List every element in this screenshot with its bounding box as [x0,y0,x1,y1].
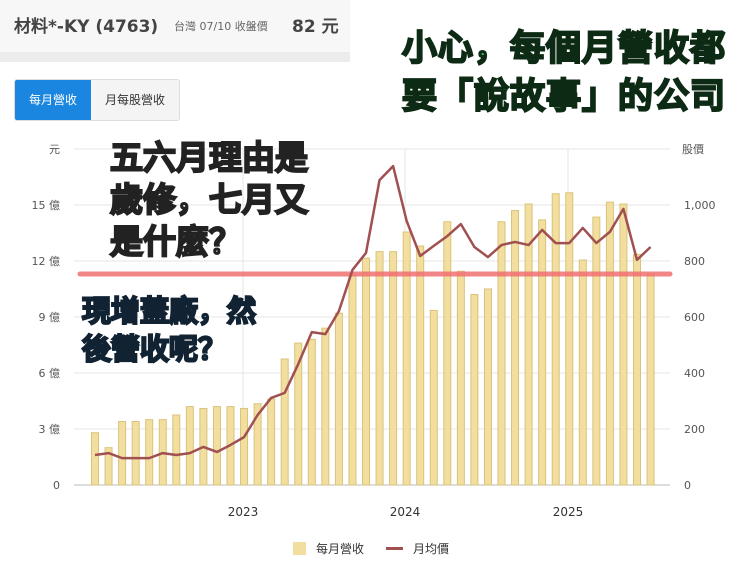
annotation-line: 五六月理由是 [109,137,309,178]
revenue-bar[interactable] [646,273,655,486]
revenue-bar[interactable] [185,406,194,486]
legend-revenue[interactable]: 每月營收 [316,542,365,556]
revenue-bar[interactable] [334,312,343,486]
revenue-bar[interactable] [470,294,479,486]
price-line[interactable] [94,164,652,460]
left-axis-tick: 6 億 [39,367,61,380]
revenue-bar[interactable] [497,221,506,486]
left-axis-tick: 9 億 [39,311,61,324]
right-axis-tick: 0 [684,479,691,492]
revenue-bar[interactable] [280,358,289,486]
x-axis-year-label: 2024 [390,505,421,519]
revenue-bar[interactable] [443,221,452,486]
revenue-bar[interactable] [104,447,113,486]
left-axis-unit: 元 [49,143,60,156]
right-axis-tick: 1,000 [684,199,716,212]
annotation-new-plant: 現增蓋廠，然 後營收呢？ [81,292,257,368]
annotation-line: 後營收呢？ [81,331,228,367]
revenue-bar[interactable] [253,403,262,486]
right-axis-label: 股價 [682,142,704,156]
revenue-bar[interactable] [294,342,303,486]
revenue-bar[interactable] [511,210,520,486]
left-axis-tick: 0 [53,479,60,492]
revenue-bar[interactable] [307,338,316,486]
revenue-bar[interactable] [633,253,641,486]
revenue-bar[interactable] [267,398,276,486]
revenue-bar[interactable] [118,421,127,486]
revenue-bar[interactable] [375,251,384,486]
annotation-line: 現增蓋廠，然 [81,293,257,329]
stock-header: 材料*-KY (4763) 台灣 07/10 收盤價 82 元 [0,0,350,62]
revenue-bar[interactable] [578,259,587,486]
x-axis-year-label: 2025 [553,505,584,519]
revenue-bar[interactable] [131,421,140,486]
revenue-bar[interactable] [429,309,438,486]
legend-price[interactable]: 月均價 [413,542,450,556]
tab-revenue-per-share[interactable]: 月每股營收 [91,80,180,120]
overlay-title-line1: 小心，每個月營收都 [401,28,726,70]
tab-monthly-revenue[interactable]: 每月營收 [15,80,92,120]
left-axis-tick: 3 億 [39,423,61,436]
chart-tabs: 每月營收 月每股營收 [14,79,181,121]
revenue-bar[interactable] [605,201,614,486]
revenue-bar[interactable] [416,245,425,486]
revenue-swatch-icon [293,542,306,555]
revenue-bar[interactable] [362,257,370,486]
annotation-line: 是什麼？ [109,221,243,262]
revenue-bar[interactable] [91,432,99,486]
annotation-maintenance: 五六月理由是 歲修，七月又 是什麼？ [109,137,309,263]
revenue-bar[interactable] [565,192,574,486]
revenue-bar[interactable] [240,407,249,486]
revenue-bar[interactable] [172,414,181,486]
close-date-label: 台灣 07/10 收盤價 [174,20,268,33]
left-axis-tick: 15 億 [32,199,61,212]
revenue-bar[interactable] [321,327,330,486]
revenue-bar[interactable] [389,251,398,486]
revenue-bar[interactable] [348,274,357,486]
annotation-line: 歲修，七月又 [109,179,309,220]
revenue-bar[interactable] [402,231,411,486]
revenue-bar[interactable] [456,270,465,486]
chart-legend: 每月營收 月均價 [293,540,449,557]
right-axis-tick: 600 [684,311,705,324]
x-axis-year-label: 2023 [228,505,259,519]
right-axis-tick: 400 [684,367,705,380]
overlay-title-line2: 要「說故事」的公司 [401,76,726,118]
revenue-bar[interactable] [538,219,547,486]
close-price: 82 元 [292,17,339,37]
left-axis-tick: 12 億 [32,255,61,268]
revenue-bar[interactable] [483,288,492,486]
price-line-swatch-icon [386,547,404,550]
revenue-bar[interactable] [145,419,154,486]
revenue-bar[interactable] [551,193,560,486]
revenue-bar[interactable] [212,406,221,486]
stock-name: 材料*-KY (4763) [14,17,159,37]
right-axis-tick: 800 [684,255,705,268]
revenue-bar[interactable] [592,216,601,486]
right-axis-tick: 200 [684,423,705,436]
revenue-bar[interactable] [524,203,533,486]
revenue-bar[interactable] [619,203,628,486]
